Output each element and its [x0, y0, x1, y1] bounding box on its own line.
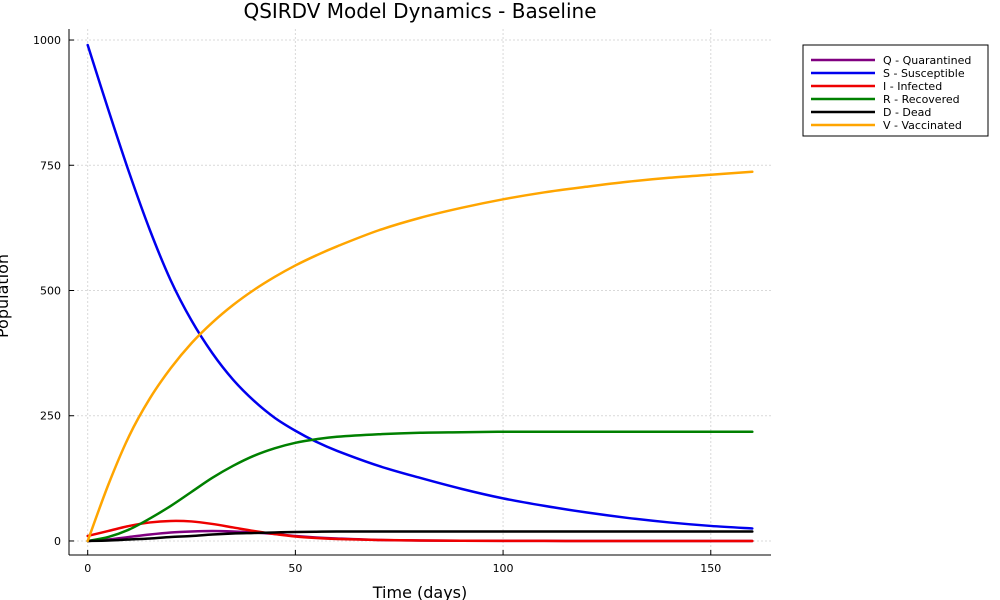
series-line-infected — [86, 519, 754, 543]
grid — [69, 29, 771, 555]
x-tick-label: 100 — [493, 562, 514, 575]
series-lines — [86, 43, 754, 543]
series-line-susceptible — [86, 43, 754, 530]
y-axis-title: Population — [0, 254, 12, 338]
series-line-dead — [86, 530, 754, 543]
legend-entry-susceptible: S - Susceptible — [883, 67, 965, 80]
y-tick-label: 1000 — [33, 34, 61, 47]
y-tick-label: 0 — [54, 535, 61, 548]
x-axis-title: Time (days) — [372, 583, 468, 600]
legend-entry-quarantined: Q - Quarantined — [883, 54, 971, 67]
y-tick-label: 500 — [40, 284, 61, 297]
y-tick-label: 250 — [40, 410, 61, 423]
y-tick-label: 750 — [40, 159, 61, 172]
x-tick-label: 50 — [288, 562, 302, 575]
legend-entry-infected: I - Infected — [883, 80, 942, 93]
series-line-vaccinated — [86, 170, 754, 543]
ticks: 0 50 100 150 0 250 500 750 1000 — [33, 34, 721, 575]
x-tick-label: 150 — [700, 562, 721, 575]
legend-entry-vaccinated: V - Vaccinated — [883, 119, 962, 132]
legend-entry-dead: D - Dead — [883, 106, 931, 119]
series-line-recovered — [86, 430, 754, 543]
axes — [68, 29, 771, 556]
x-tick-label: 0 — [84, 562, 91, 575]
legend-entry-recovered: R - Recovered — [883, 93, 960, 106]
chart-title: QSIRDV Model Dynamics - Baseline — [243, 0, 596, 23]
